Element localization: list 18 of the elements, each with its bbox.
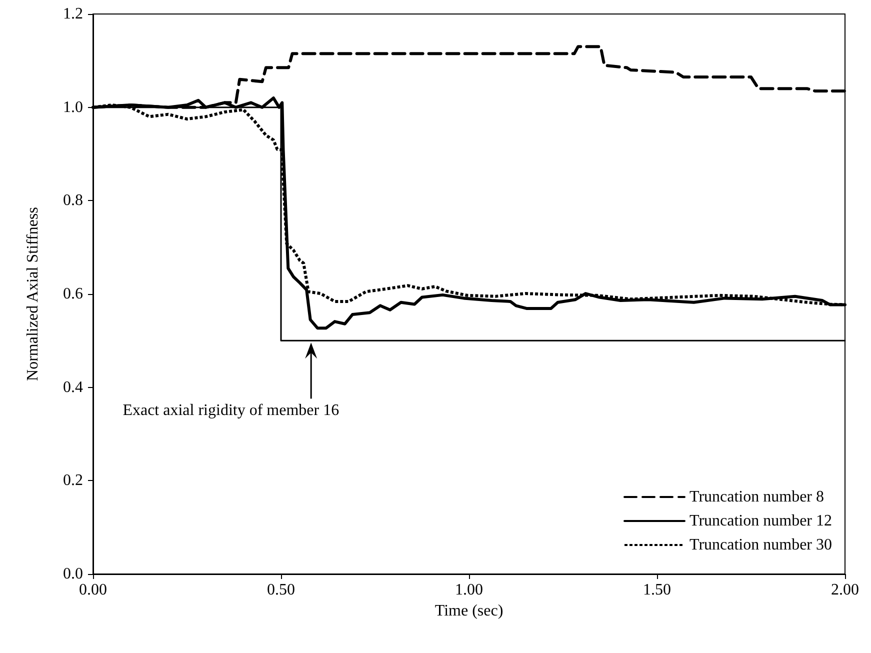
y-tick-label: 1.2 [63, 6, 83, 22]
legend-label: Truncation number 8 [689, 488, 824, 506]
y-tick-label: 0.0 [63, 566, 83, 582]
x-tick-label: 0.50 [267, 582, 295, 598]
annotation: Exact axial rigidity of member 16 [122, 402, 340, 420]
y-tick-label: 0.2 [63, 472, 83, 490]
y-axis-title: Normalized Axial Stiffness [24, 207, 42, 381]
y-tick-label: 0.6 [63, 286, 83, 302]
y-tick-label: 0.4 [63, 378, 83, 396]
x-tick-label: 1.50 [643, 582, 671, 598]
y-tick-label: 0.8 [63, 192, 83, 210]
x-tick-label: 1.00 [455, 582, 483, 598]
x-tick-label: 2.00 [831, 582, 859, 598]
legend-label: Truncation number 12 [689, 512, 832, 530]
y-tick-label: 1.0 [63, 98, 83, 116]
x-axis-title: Time (sec) [434, 602, 504, 620]
x-tick-label: 0.00 [79, 582, 107, 598]
legend-label: Truncation number 30 [689, 536, 832, 554]
